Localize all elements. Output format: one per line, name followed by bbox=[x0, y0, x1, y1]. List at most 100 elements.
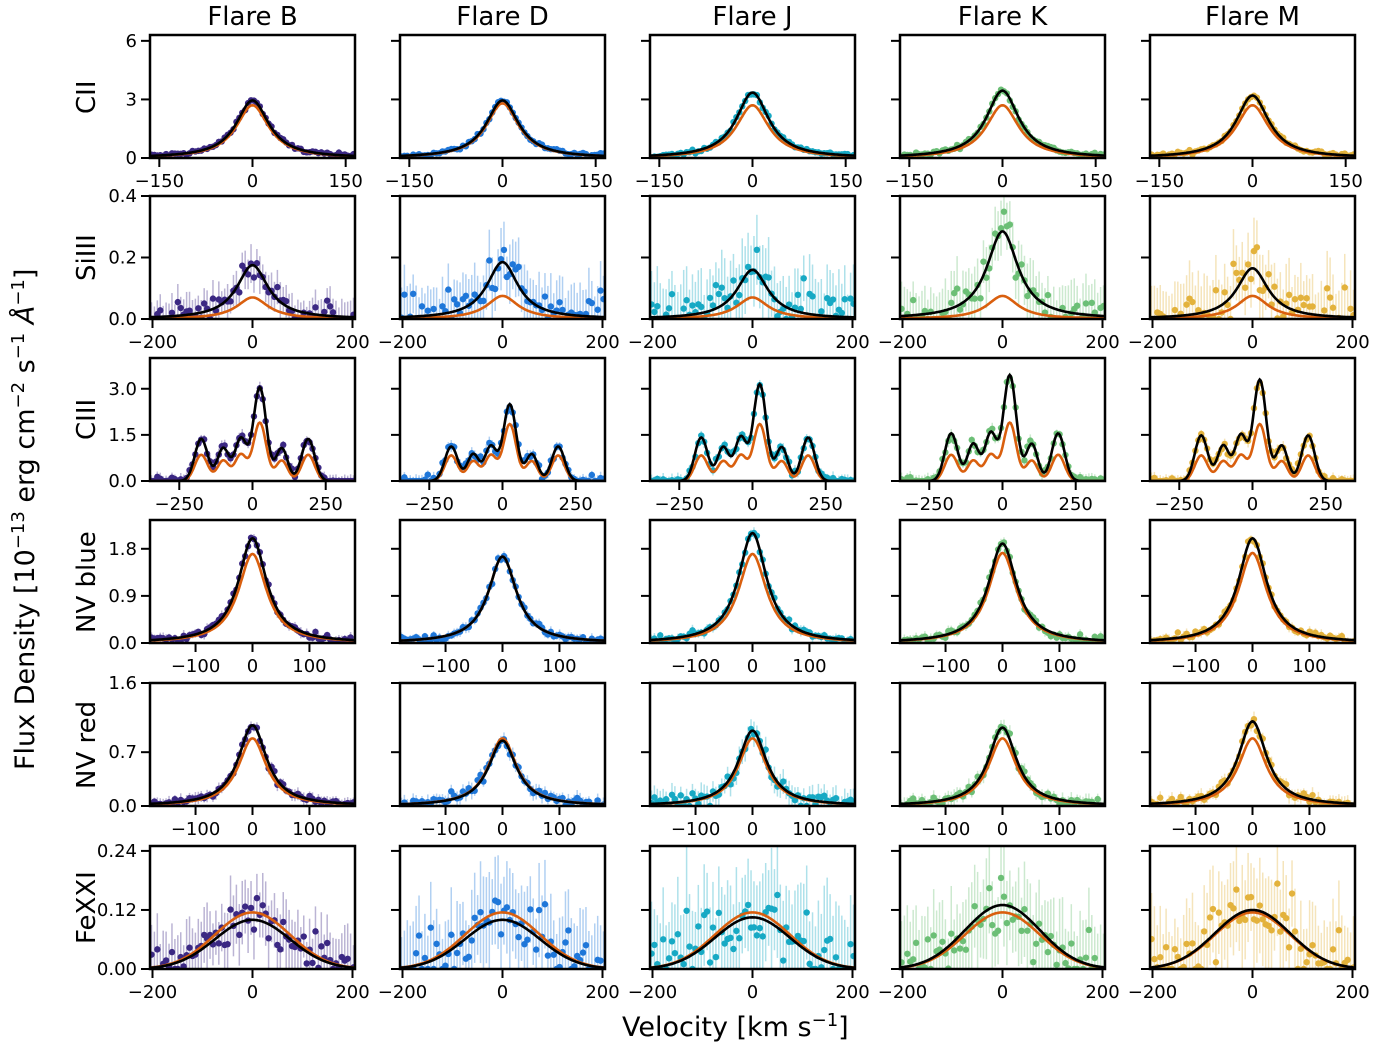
data-point bbox=[712, 281, 720, 289]
total-model-line bbox=[400, 555, 605, 642]
data-point bbox=[962, 946, 970, 953]
data-point bbox=[794, 291, 802, 299]
data-point bbox=[186, 944, 193, 951]
data-point bbox=[418, 303, 426, 310]
data-point bbox=[1215, 909, 1223, 916]
x-tick-label: −100 bbox=[921, 656, 970, 677]
data-point bbox=[677, 792, 684, 799]
data-point bbox=[698, 303, 705, 311]
data-point bbox=[1297, 294, 1305, 301]
data-point bbox=[300, 933, 307, 940]
data-point bbox=[671, 795, 679, 803]
x-tick-label: 0 bbox=[997, 819, 1008, 840]
data-point bbox=[712, 953, 720, 961]
data-point bbox=[503, 904, 511, 911]
data-point bbox=[736, 291, 743, 299]
x-tick-label: −150 bbox=[135, 171, 184, 192]
data-point bbox=[1183, 940, 1190, 948]
x-tick-label: 200 bbox=[1085, 982, 1119, 1003]
x-tick-label: −200 bbox=[378, 982, 427, 1003]
x-tick-label: −100 bbox=[171, 819, 220, 840]
component-model-line bbox=[400, 101, 605, 158]
row-label: NV red bbox=[72, 700, 102, 789]
x-tick-label: −250 bbox=[405, 494, 454, 515]
data-point bbox=[1068, 940, 1075, 947]
data-point bbox=[989, 921, 996, 929]
data-point bbox=[1329, 304, 1337, 311]
y-tick-label: 3 bbox=[126, 89, 137, 110]
x-tick-label: −150 bbox=[885, 171, 934, 192]
data-point bbox=[1032, 940, 1040, 947]
data-point bbox=[209, 295, 217, 302]
data-point bbox=[1018, 261, 1025, 268]
data-point bbox=[1195, 306, 1202, 314]
x-tick-label: 0 bbox=[1247, 656, 1258, 677]
data-point bbox=[847, 940, 854, 948]
y-tick-label: 0.2 bbox=[108, 248, 137, 269]
x-tick-label: 200 bbox=[835, 332, 869, 353]
total-model-line bbox=[1150, 94, 1355, 157]
data-point bbox=[1335, 926, 1343, 934]
x-tick-label: 250 bbox=[1309, 494, 1343, 515]
row-label: CII bbox=[72, 80, 102, 114]
panel: −200 0 200 bbox=[878, 194, 1120, 353]
total-model-line bbox=[1150, 266, 1355, 319]
data-point bbox=[550, 951, 557, 958]
column-title: Flare D bbox=[456, 2, 549, 32]
data-point bbox=[803, 909, 810, 916]
axes-frame bbox=[898, 518, 1107, 645]
total-model-line bbox=[900, 726, 1105, 806]
data-point bbox=[823, 295, 831, 302]
data-point bbox=[1189, 298, 1196, 306]
data-point bbox=[535, 906, 543, 914]
total-model-line bbox=[150, 385, 355, 481]
data-point bbox=[280, 918, 287, 926]
data-point bbox=[556, 963, 563, 969]
data-point bbox=[547, 303, 555, 310]
data-point bbox=[303, 960, 310, 967]
total-model-line bbox=[1150, 377, 1355, 481]
data-point bbox=[1085, 926, 1093, 934]
x-tick-label: −200 bbox=[378, 332, 427, 353]
x-tick-label: −150 bbox=[385, 171, 434, 192]
data-point bbox=[939, 938, 946, 945]
data-point bbox=[430, 305, 437, 313]
x-tick-label: 100 bbox=[292, 819, 326, 840]
x-tick-label: 200 bbox=[835, 982, 869, 1003]
data-point bbox=[680, 305, 687, 312]
x-tick-label: 0 bbox=[247, 819, 258, 840]
panel: −150 0 150 bbox=[385, 33, 613, 192]
data-point bbox=[797, 305, 805, 313]
x-tick-label: 200 bbox=[1335, 332, 1369, 353]
panel: −200 0 200 bbox=[628, 194, 870, 353]
y-tick-label: 0.7 bbox=[108, 742, 137, 763]
data-point bbox=[1265, 271, 1272, 278]
data-point bbox=[215, 940, 223, 947]
data-point bbox=[800, 937, 807, 945]
data-point bbox=[703, 908, 711, 915]
data-point bbox=[500, 246, 508, 254]
data-point bbox=[1259, 916, 1266, 923]
data-point bbox=[953, 285, 961, 292]
data-point bbox=[668, 938, 676, 945]
x-tick-label: 100 bbox=[1042, 656, 1076, 677]
data-point bbox=[321, 308, 328, 316]
x-tick-label: −200 bbox=[128, 332, 177, 353]
data-point bbox=[1341, 284, 1348, 291]
data-point bbox=[565, 927, 572, 934]
data-point bbox=[1021, 457, 1028, 464]
data-point bbox=[174, 298, 182, 306]
panel: −150 0 150 bbox=[885, 33, 1113, 192]
component-model-line bbox=[1150, 103, 1355, 158]
data-point bbox=[274, 283, 281, 291]
data-point bbox=[1024, 292, 1031, 300]
data-point bbox=[683, 297, 690, 304]
x-tick-label: 200 bbox=[1335, 982, 1369, 1003]
y-tick-label: 0.24 bbox=[97, 841, 137, 862]
component-model-line bbox=[400, 737, 605, 806]
data-point bbox=[1094, 795, 1101, 803]
data-point bbox=[588, 471, 596, 479]
x-tick-label: 100 bbox=[1292, 819, 1326, 840]
data-point bbox=[177, 304, 184, 312]
